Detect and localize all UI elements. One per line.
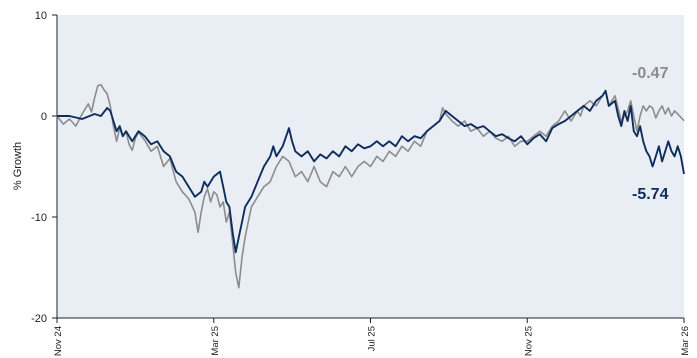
y-tick-label: -10 <box>31 212 47 224</box>
end-labels: -0.47 -5.74 <box>632 65 669 203</box>
x-tick-label: Jul 25 <box>367 326 378 351</box>
series-line-2 <box>57 89 685 254</box>
x-axis: Nov 24 Mar 25 Jul 25 Nov 25 Mar 26 <box>53 317 691 356</box>
end-value-label: -5.74 <box>632 186 669 203</box>
x-tick-label: Nov 24 <box>53 326 64 356</box>
y-axis-title: % Growth <box>12 142 24 190</box>
y-tick-label: -20 <box>31 313 47 325</box>
end-value-label: -0.47 <box>632 65 669 82</box>
x-tick-label: Mar 25 <box>210 326 221 356</box>
x-tick-label: Nov 25 <box>523 326 534 356</box>
x-tick-label: Mar 26 <box>680 326 691 356</box>
y-axis: 10 0 -10 -20 <box>31 10 58 325</box>
y-tick-label: 0 <box>41 111 47 123</box>
y-tick-label: 10 <box>35 10 47 22</box>
series-layer <box>56 83 685 289</box>
